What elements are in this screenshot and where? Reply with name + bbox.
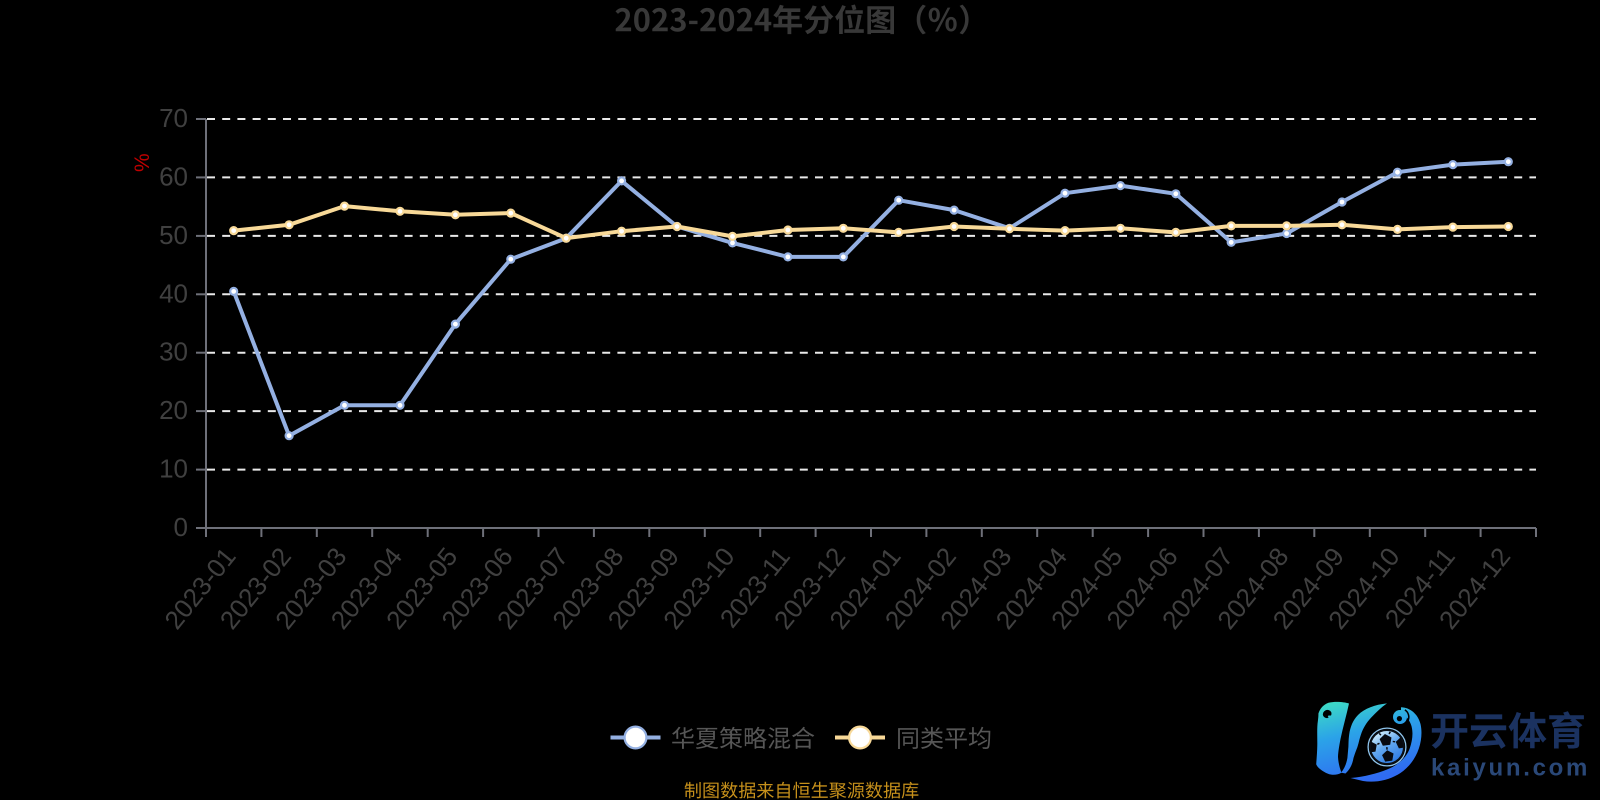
svg-text:50: 50	[159, 220, 188, 250]
svg-text:20: 20	[159, 395, 188, 425]
svg-text:kaiyun.com: kaiyun.com	[1431, 755, 1590, 782]
svg-text:70: 70	[159, 103, 188, 133]
svg-text:40: 40	[159, 278, 188, 308]
svg-text:30: 30	[159, 337, 188, 367]
svg-text:60: 60	[159, 161, 188, 191]
svg-text:0: 0	[174, 512, 188, 542]
svg-text:%: %	[131, 153, 154, 172]
svg-text:10: 10	[159, 454, 188, 484]
